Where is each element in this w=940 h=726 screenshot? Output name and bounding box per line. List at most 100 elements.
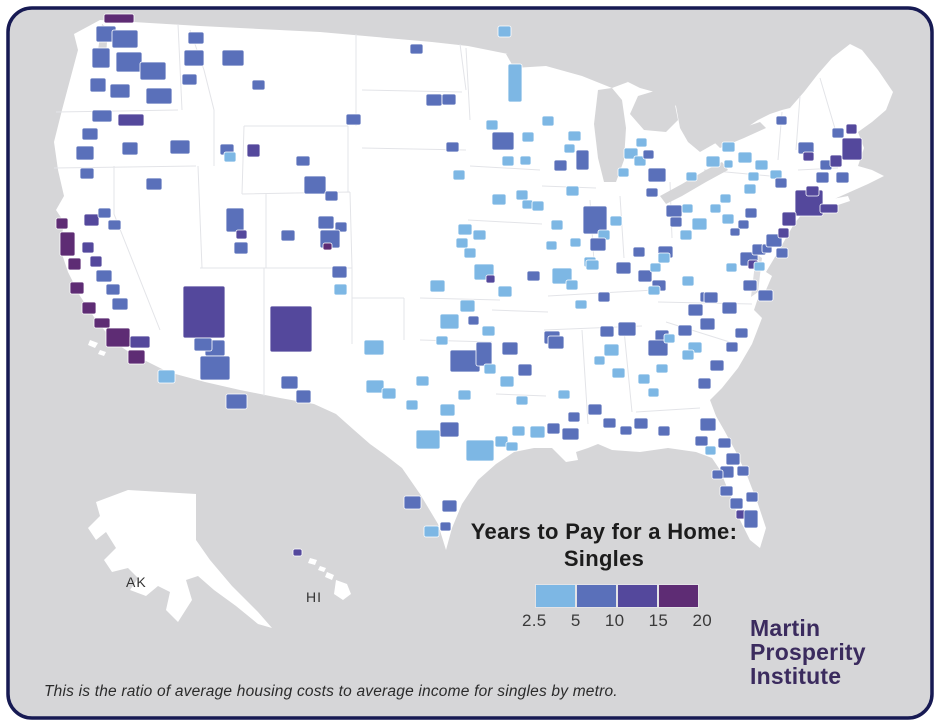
metro-area (83, 213, 100, 227)
metro-area (757, 289, 774, 302)
metro-area (557, 389, 571, 400)
metro-area (334, 221, 348, 233)
metro-area (157, 369, 176, 384)
metro-area (280, 229, 296, 242)
map-title-line2: Singles (563, 546, 645, 571)
map-title-line1: Years to Pay for a Home: (470, 519, 738, 544)
metro-area (699, 317, 716, 331)
metro-area (744, 207, 758, 219)
metro-area (743, 183, 757, 195)
metro-area (647, 285, 661, 296)
metro-area (303, 175, 327, 195)
metro-area (697, 377, 712, 390)
metro-area (685, 171, 698, 182)
metro-area (317, 215, 335, 230)
footnote-caption: This is the ratio of average housing cos… (44, 683, 618, 700)
metro-area (481, 325, 496, 337)
metro-area (694, 435, 709, 447)
metro-area (505, 441, 519, 452)
metro-area (429, 279, 446, 293)
metro-area (81, 127, 99, 141)
metro-area (89, 255, 103, 268)
metro-area (280, 375, 299, 390)
metro-area (295, 155, 311, 167)
metro-area (529, 425, 546, 439)
metro-area (747, 171, 760, 182)
legend-swatch (658, 584, 699, 608)
metro-area (515, 395, 529, 406)
metro-area (467, 315, 480, 326)
metro-area (111, 297, 129, 311)
metro-area (292, 548, 303, 557)
metro-area (775, 247, 789, 259)
lake-huron (630, 90, 678, 132)
metro-area (105, 327, 131, 348)
metro-area (485, 274, 496, 284)
metro-area (415, 375, 430, 387)
metro-area (107, 219, 122, 231)
metro-area (439, 421, 460, 438)
metro-area (183, 49, 205, 67)
metro-area (719, 485, 734, 497)
metro-area (517, 363, 533, 377)
legend-tick-label: 2.5 (522, 611, 547, 630)
branding-logo: Martin Prosperity Institute (750, 616, 866, 688)
lake-erie (660, 162, 728, 204)
metro-area (182, 285, 226, 339)
metro-area (561, 427, 580, 441)
metro-area (199, 355, 231, 381)
metro-area (737, 151, 753, 164)
metro-area (647, 339, 669, 357)
metro-area (721, 213, 735, 225)
legend-tick-label: 5 (570, 611, 581, 630)
metro-area (603, 343, 620, 357)
metro-area (657, 425, 671, 437)
legend-tick-label: 10 (604, 611, 625, 630)
legend-swatch (617, 584, 658, 608)
metro-area (365, 379, 385, 394)
metro-area (403, 495, 422, 510)
metro-area (331, 265, 348, 279)
metro-area (465, 439, 495, 462)
metro-area (115, 51, 143, 73)
metro-area (704, 445, 717, 456)
metro-area (669, 216, 683, 228)
metro-area (609, 215, 623, 227)
metro-area (565, 279, 579, 291)
metro-area (169, 139, 191, 155)
alaska-landmass (88, 490, 272, 628)
metro-area (589, 237, 607, 252)
metro-area (775, 115, 788, 126)
metro-area (501, 155, 515, 167)
metro-area (531, 200, 545, 212)
metro-area (491, 131, 515, 151)
metro-area (109, 83, 131, 99)
metro-area (269, 305, 313, 353)
metro-area (439, 403, 456, 417)
metro-area (619, 425, 633, 436)
metro-area (233, 241, 249, 255)
metro-area (345, 113, 362, 126)
metro-area (615, 261, 632, 275)
metro-area (845, 123, 858, 135)
metro-area (425, 93, 443, 107)
metro-area (602, 417, 617, 429)
metro-area (221, 49, 245, 67)
metro-area (145, 87, 173, 105)
metro-area (139, 61, 167, 81)
metro-area (802, 151, 815, 162)
metro-area (445, 141, 460, 153)
metro-area (145, 177, 163, 191)
metro-area (805, 185, 820, 197)
metro-area (742, 279, 758, 292)
metro-area (225, 393, 248, 410)
mainland-landmass (54, 20, 893, 550)
metro-area (91, 47, 111, 69)
metro-area (841, 137, 863, 161)
metro-area (719, 193, 732, 204)
metro-area (67, 257, 82, 271)
metro-area (435, 335, 449, 346)
metro-area (829, 154, 843, 168)
metro-area (472, 229, 487, 241)
